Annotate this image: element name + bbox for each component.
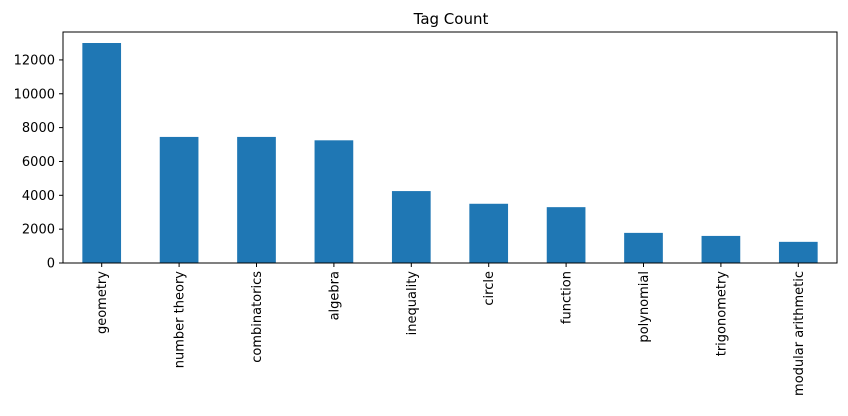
x-tick-label: geometry: [95, 271, 110, 334]
y-tick-label: 2000: [22, 223, 55, 238]
bar-polynomial: [624, 232, 663, 263]
bar-algebra: [314, 140, 354, 263]
bar-modular-arithmetic: [778, 241, 818, 263]
x-tick-label: polynomial: [637, 271, 652, 343]
y-tick-label: 10000: [14, 87, 55, 102]
bar-circle: [469, 203, 509, 263]
y-tick-label: 12000: [14, 53, 55, 68]
bar-geometry: [82, 43, 122, 263]
y-tick-label: 0: [47, 257, 55, 272]
bar-trigonometry: [701, 235, 741, 263]
x-tick-label: combinatorics: [250, 271, 265, 363]
plot-frame: [62, 31, 838, 264]
x-tick-label: number theory: [173, 271, 188, 369]
bar-function: [546, 207, 586, 263]
bars: [82, 43, 818, 263]
bar-number-theory: [159, 136, 199, 263]
x-tick-label: circle: [482, 271, 497, 306]
y-tick-label: 4000: [22, 189, 55, 204]
chart-title: Tag Count: [413, 10, 489, 28]
x-tick-label: function: [560, 271, 575, 324]
bar-combinatorics: [237, 136, 276, 263]
x-tick-label: inequality: [405, 271, 420, 336]
x-axis: geometry number theory combinatorics algebr…: [95, 263, 807, 396]
y-tick-label: 6000: [22, 155, 55, 170]
x-tick-label: modular arithmetic: [792, 271, 807, 396]
bar-inequality: [391, 191, 431, 263]
y-tick-label: 8000: [22, 121, 55, 136]
y-axis: 0 2000 4000 6000 8000 10000 12000: [14, 53, 63, 272]
x-tick-label: trigonometry: [714, 271, 729, 357]
x-tick-label: algebra: [327, 271, 342, 320]
